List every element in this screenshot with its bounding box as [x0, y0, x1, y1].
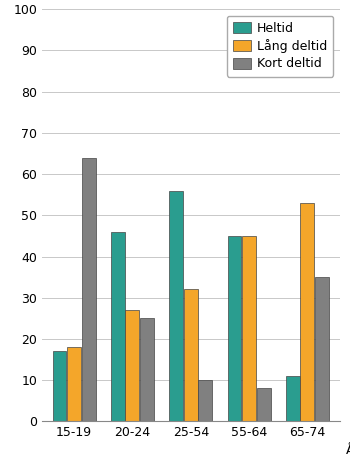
Legend: Heltid, Lång deltid, Kort deltid: Heltid, Lång deltid, Kort deltid	[227, 15, 333, 77]
Bar	[301, 203, 314, 421]
Text: Ålder: Ålder	[345, 444, 350, 457]
Bar	[82, 157, 96, 421]
Bar	[257, 388, 271, 421]
Bar	[140, 319, 154, 421]
Bar	[169, 191, 183, 421]
Bar	[184, 289, 198, 421]
Bar	[67, 347, 81, 421]
Bar	[228, 236, 241, 421]
Bar	[315, 277, 329, 421]
Bar	[242, 236, 256, 421]
Bar	[52, 351, 66, 421]
Bar	[111, 232, 125, 421]
Bar	[126, 310, 139, 421]
Bar	[198, 380, 212, 421]
Bar	[286, 376, 300, 421]
